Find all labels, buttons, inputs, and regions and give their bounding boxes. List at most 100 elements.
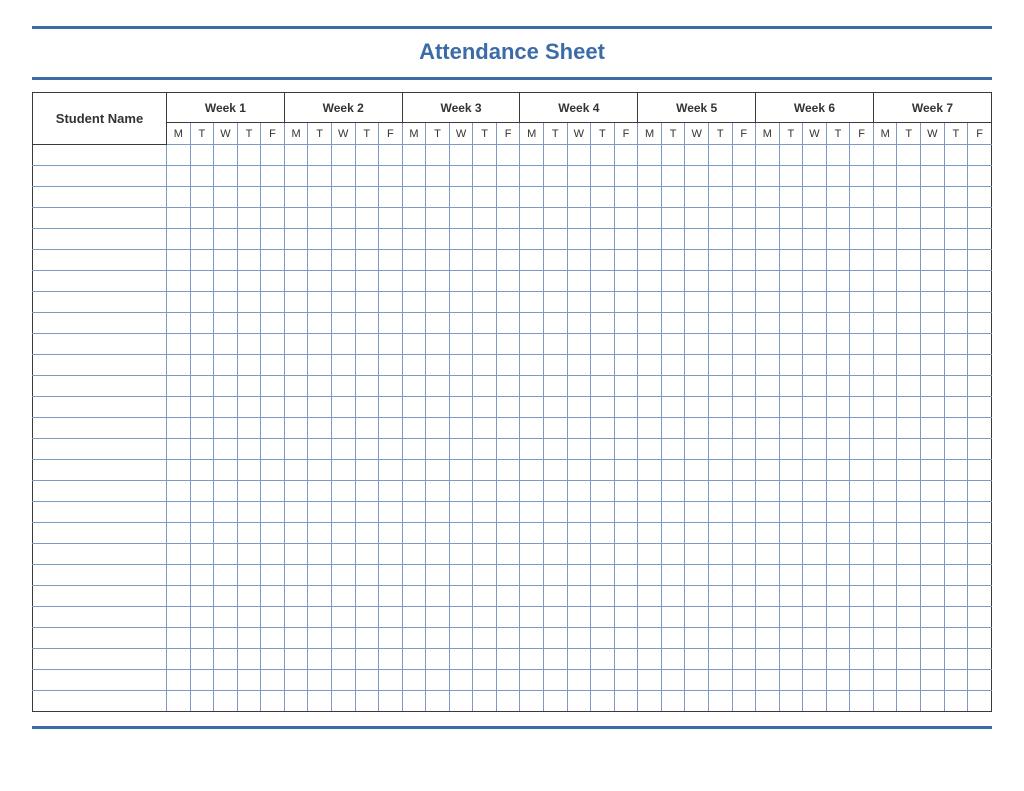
attendance-cell[interactable] xyxy=(520,607,544,628)
attendance-cell[interactable] xyxy=(449,523,473,544)
attendance-cell[interactable] xyxy=(661,250,685,271)
attendance-cell[interactable] xyxy=(496,292,520,313)
attendance-cell[interactable] xyxy=(449,628,473,649)
attendance-cell[interactable] xyxy=(685,565,709,586)
attendance-cell[interactable] xyxy=(968,460,992,481)
attendance-cell[interactable] xyxy=(968,523,992,544)
attendance-cell[interactable] xyxy=(567,208,591,229)
attendance-cell[interactable] xyxy=(167,208,191,229)
attendance-cell[interactable] xyxy=(944,628,968,649)
attendance-cell[interactable] xyxy=(355,481,379,502)
attendance-cell[interactable] xyxy=(756,502,780,523)
attendance-cell[interactable] xyxy=(944,271,968,292)
attendance-cell[interactable] xyxy=(167,334,191,355)
attendance-cell[interactable] xyxy=(190,670,214,691)
attendance-cell[interactable] xyxy=(284,313,308,334)
attendance-cell[interactable] xyxy=(826,523,850,544)
attendance-cell[interactable] xyxy=(544,670,568,691)
attendance-cell[interactable] xyxy=(756,586,780,607)
attendance-cell[interactable] xyxy=(379,166,403,187)
attendance-cell[interactable] xyxy=(496,250,520,271)
attendance-cell[interactable] xyxy=(237,607,261,628)
attendance-cell[interactable] xyxy=(544,418,568,439)
attendance-cell[interactable] xyxy=(873,187,897,208)
attendance-cell[interactable] xyxy=(708,271,732,292)
attendance-cell[interactable] xyxy=(732,586,756,607)
attendance-cell[interactable] xyxy=(732,271,756,292)
attendance-cell[interactable] xyxy=(591,313,615,334)
attendance-cell[interactable] xyxy=(308,586,332,607)
attendance-cell[interactable] xyxy=(214,607,238,628)
attendance-cell[interactable] xyxy=(708,586,732,607)
attendance-cell[interactable] xyxy=(426,292,450,313)
attendance-cell[interactable] xyxy=(544,229,568,250)
attendance-cell[interactable] xyxy=(308,334,332,355)
attendance-cell[interactable] xyxy=(661,355,685,376)
attendance-cell[interactable] xyxy=(921,418,945,439)
attendance-cell[interactable] xyxy=(284,208,308,229)
attendance-cell[interactable] xyxy=(661,376,685,397)
attendance-cell[interactable] xyxy=(638,649,662,670)
attendance-cell[interactable] xyxy=(449,229,473,250)
attendance-cell[interactable] xyxy=(331,628,355,649)
attendance-cell[interactable] xyxy=(520,292,544,313)
attendance-cell[interactable] xyxy=(779,229,803,250)
attendance-cell[interactable] xyxy=(261,376,285,397)
attendance-cell[interactable] xyxy=(567,565,591,586)
attendance-cell[interactable] xyxy=(850,271,874,292)
attendance-cell[interactable] xyxy=(261,523,285,544)
attendance-cell[interactable] xyxy=(826,166,850,187)
attendance-cell[interactable] xyxy=(921,502,945,523)
attendance-cell[interactable] xyxy=(449,166,473,187)
attendance-cell[interactable] xyxy=(402,292,426,313)
attendance-cell[interactable] xyxy=(308,229,332,250)
attendance-cell[interactable] xyxy=(520,334,544,355)
attendance-cell[interactable] xyxy=(873,376,897,397)
attendance-cell[interactable] xyxy=(921,481,945,502)
attendance-cell[interactable] xyxy=(661,628,685,649)
attendance-cell[interactable] xyxy=(614,271,638,292)
attendance-cell[interactable] xyxy=(897,355,921,376)
attendance-cell[interactable] xyxy=(638,670,662,691)
attendance-cell[interactable] xyxy=(284,460,308,481)
attendance-cell[interactable] xyxy=(897,313,921,334)
attendance-cell[interactable] xyxy=(473,460,497,481)
attendance-cell[interactable] xyxy=(944,397,968,418)
attendance-cell[interactable] xyxy=(426,481,450,502)
attendance-cell[interactable] xyxy=(779,628,803,649)
attendance-cell[interactable] xyxy=(379,418,403,439)
attendance-cell[interactable] xyxy=(496,418,520,439)
attendance-cell[interactable] xyxy=(308,250,332,271)
attendance-cell[interactable] xyxy=(331,691,355,712)
attendance-cell[interactable] xyxy=(544,502,568,523)
attendance-cell[interactable] xyxy=(473,145,497,166)
attendance-cell[interactable] xyxy=(237,565,261,586)
attendance-cell[interactable] xyxy=(685,208,709,229)
attendance-cell[interactable] xyxy=(614,586,638,607)
attendance-cell[interactable] xyxy=(897,271,921,292)
attendance-cell[interactable] xyxy=(567,439,591,460)
attendance-cell[interactable] xyxy=(190,460,214,481)
attendance-cell[interactable] xyxy=(779,292,803,313)
attendance-cell[interactable] xyxy=(873,355,897,376)
attendance-cell[interactable] xyxy=(708,691,732,712)
attendance-cell[interactable] xyxy=(426,187,450,208)
student-name-cell[interactable] xyxy=(33,649,167,670)
attendance-cell[interactable] xyxy=(850,376,874,397)
attendance-cell[interactable] xyxy=(779,481,803,502)
attendance-cell[interactable] xyxy=(897,166,921,187)
attendance-cell[interactable] xyxy=(473,229,497,250)
attendance-cell[interactable] xyxy=(591,439,615,460)
attendance-cell[interactable] xyxy=(284,607,308,628)
attendance-cell[interactable] xyxy=(520,460,544,481)
attendance-cell[interactable] xyxy=(661,313,685,334)
attendance-cell[interactable] xyxy=(261,691,285,712)
attendance-cell[interactable] xyxy=(661,607,685,628)
attendance-cell[interactable] xyxy=(803,523,827,544)
attendance-cell[interactable] xyxy=(944,334,968,355)
attendance-cell[interactable] xyxy=(826,145,850,166)
attendance-cell[interactable] xyxy=(661,544,685,565)
attendance-cell[interactable] xyxy=(873,292,897,313)
attendance-cell[interactable] xyxy=(544,628,568,649)
attendance-cell[interactable] xyxy=(544,292,568,313)
